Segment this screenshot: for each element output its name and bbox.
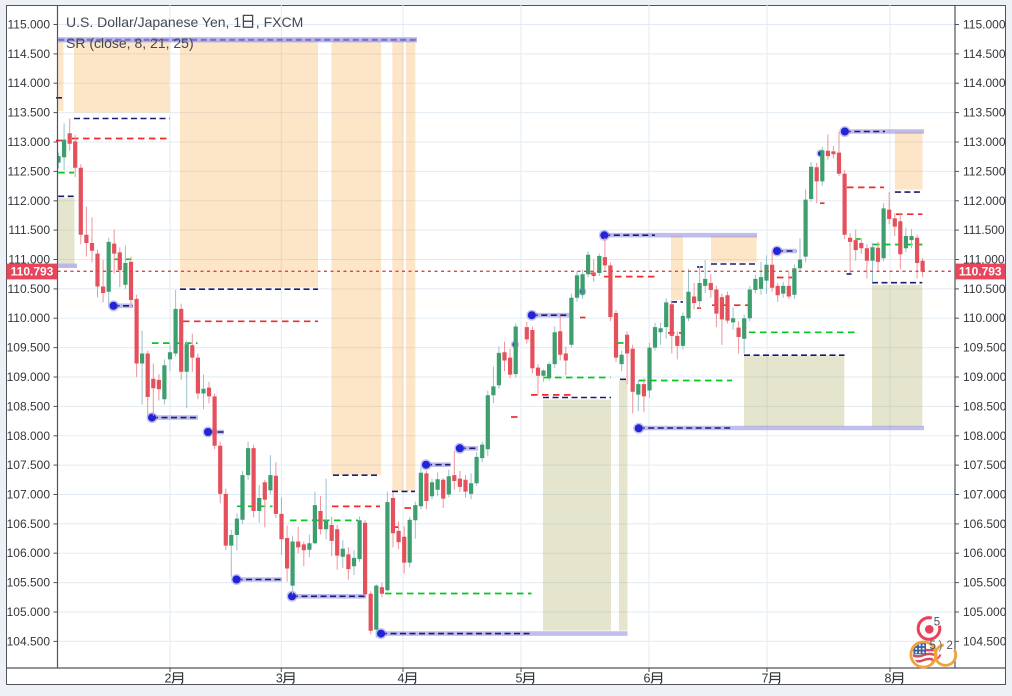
svg-text:112.000: 112.000 [8, 194, 51, 208]
svg-text:2: 2 [165, 672, 172, 686]
svg-text:U.S. Dollar/Japanese Yen, 1: U.S. Dollar/Japanese Yen, 1 [66, 14, 241, 30]
svg-text:107.500: 107.500 [963, 458, 1007, 472]
svg-text:112.500: 112.500 [8, 164, 51, 178]
svg-text:6: 6 [644, 672, 651, 686]
svg-text:5: 5 [516, 672, 523, 686]
svg-text:114.500: 114.500 [963, 47, 1006, 61]
svg-text:109.000: 109.000 [7, 370, 51, 384]
svg-text:114.000: 114.000 [963, 76, 1006, 90]
svg-text:3: 3 [276, 672, 283, 686]
svg-text:106.000: 106.000 [7, 546, 51, 560]
svg-text:113.000: 113.000 [8, 135, 51, 149]
svg-text:, FXCM: , FXCM [256, 14, 303, 30]
svg-text:109.000: 109.000 [963, 370, 1007, 384]
svg-text:4: 4 [398, 672, 405, 686]
svg-text:114.500: 114.500 [8, 47, 51, 61]
svg-text:106.500: 106.500 [963, 517, 1007, 531]
svg-text:104.500: 104.500 [963, 634, 1007, 648]
svg-text:104.500: 104.500 [7, 634, 51, 648]
svg-text:111.000: 111.000 [963, 253, 1005, 267]
svg-text:107.000: 107.000 [7, 488, 51, 502]
svg-text:): ) [939, 640, 943, 652]
svg-text:SR (close, 8, 21, 25): SR (close, 8, 21, 25) [66, 35, 194, 51]
svg-text:105.000: 105.000 [963, 605, 1007, 619]
svg-text:2: 2 [947, 640, 953, 652]
svg-text:109.500: 109.500 [7, 341, 51, 355]
svg-text:110.000: 110.000 [963, 311, 1006, 325]
svg-text:111.500: 111.500 [8, 223, 50, 237]
svg-text:7: 7 [762, 672, 769, 686]
svg-text:112.000: 112.000 [963, 194, 1006, 208]
svg-text:105.500: 105.500 [963, 576, 1007, 590]
svg-text:105.000: 105.000 [7, 605, 51, 619]
svg-text:110.793: 110.793 [959, 265, 1002, 279]
svg-text:114.000: 114.000 [8, 76, 51, 90]
svg-text:113.500: 113.500 [8, 106, 51, 120]
svg-text:105.500: 105.500 [7, 576, 51, 590]
svg-text:112.500: 112.500 [963, 164, 1006, 178]
svg-text:108.000: 108.000 [7, 429, 51, 443]
svg-text:108.000: 108.000 [963, 429, 1007, 443]
svg-text:108.500: 108.500 [963, 399, 1007, 413]
svg-text:106.500: 106.500 [7, 517, 51, 531]
svg-text:107.000: 107.000 [963, 488, 1007, 502]
svg-text:8: 8 [885, 672, 892, 686]
svg-text:106.000: 106.000 [963, 546, 1007, 560]
svg-text:113.000: 113.000 [963, 135, 1006, 149]
svg-text:109.500: 109.500 [963, 341, 1007, 355]
svg-text:110.500: 110.500 [8, 282, 51, 296]
svg-text:110.000: 110.000 [8, 311, 51, 325]
svg-text:108.500: 108.500 [7, 399, 51, 413]
svg-text:107.500: 107.500 [7, 458, 51, 472]
svg-text:115.000: 115.000 [8, 18, 51, 32]
svg-text:113.500: 113.500 [963, 106, 1006, 120]
svg-text:5: 5 [934, 617, 940, 629]
svg-text:5: 5 [930, 640, 936, 652]
svg-text:110.500: 110.500 [963, 282, 1006, 296]
svg-text:111.500: 111.500 [963, 223, 1005, 237]
svg-text:111.000: 111.000 [8, 253, 50, 267]
svg-text:110.793: 110.793 [11, 265, 54, 279]
svg-text:115.000: 115.000 [963, 18, 1006, 32]
